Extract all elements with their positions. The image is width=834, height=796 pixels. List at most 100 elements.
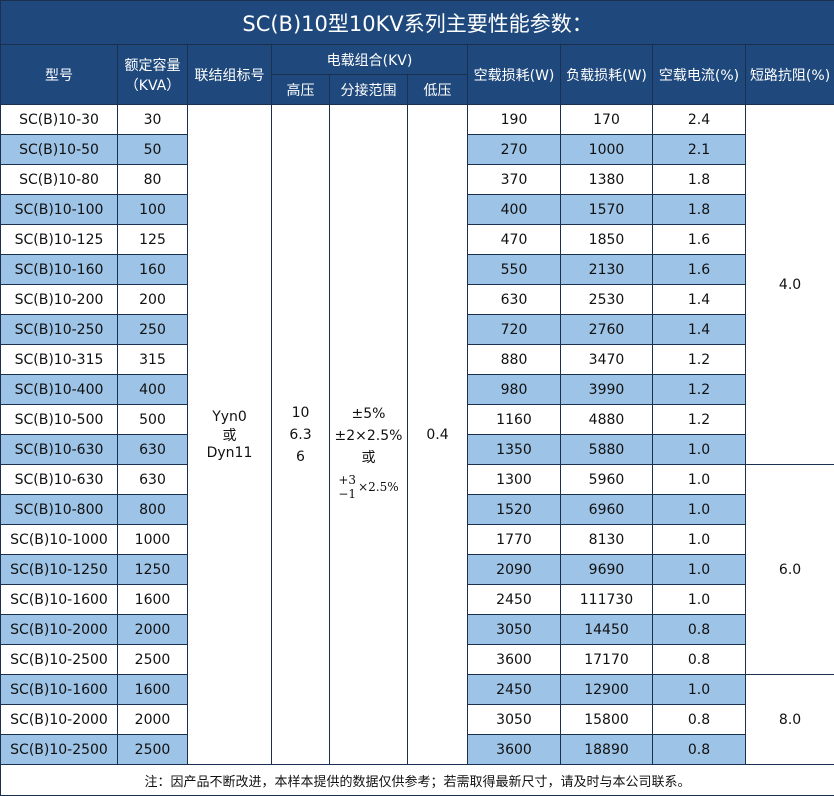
cell-model: SC(B)10-2000 bbox=[1, 615, 118, 645]
cell-capacity: 100 bbox=[118, 195, 188, 225]
cell-model: SC(B)10-2500 bbox=[1, 735, 118, 765]
cell-capacity: 50 bbox=[118, 135, 188, 165]
cell-model: SC(B)10-1250 bbox=[1, 555, 118, 585]
cell-load-loss: 15800 bbox=[561, 705, 653, 735]
cell-model: SC(B)10-400 bbox=[1, 375, 118, 405]
cell-noload-current: 1.0 bbox=[653, 675, 746, 705]
cell-noload-loss: 270 bbox=[468, 135, 561, 165]
cell-capacity: 500 bbox=[118, 405, 188, 435]
cell-noload-current: 1.8 bbox=[653, 165, 746, 195]
cell-capacity: 160 bbox=[118, 255, 188, 285]
cell-noload-current: 2.4 bbox=[653, 105, 746, 135]
cell-model: SC(B)10-250 bbox=[1, 315, 118, 345]
cell-capacity: 800 bbox=[118, 495, 188, 525]
cell-capacity: 1250 bbox=[118, 555, 188, 585]
header-impedance: 短路抗阻(%) bbox=[746, 45, 834, 105]
cell-load-loss: 2760 bbox=[561, 315, 653, 345]
header-tap: 分接范围 bbox=[330, 75, 408, 105]
cell-noload-current: 0.8 bbox=[653, 645, 746, 675]
cell-capacity: 2500 bbox=[118, 645, 188, 675]
cell-noload-current: 1.4 bbox=[653, 315, 746, 345]
cell-load-loss: 1570 bbox=[561, 195, 653, 225]
cell-noload-loss: 2450 bbox=[468, 585, 561, 615]
cell-noload-loss: 880 bbox=[468, 345, 561, 375]
cell-noload-loss: 190 bbox=[468, 105, 561, 135]
table-title: SC(B)10型10KV系列主要性能参数： bbox=[1, 1, 834, 45]
cell-capacity: 630 bbox=[118, 435, 188, 465]
cell-load-loss: 5880 bbox=[561, 435, 653, 465]
cell-noload-current: 1.6 bbox=[653, 255, 746, 285]
cell-load-loss: 12900 bbox=[561, 675, 653, 705]
cell-model: SC(B)10-200 bbox=[1, 285, 118, 315]
cell-noload-current: 1.6 bbox=[653, 225, 746, 255]
cell-model: SC(B)10-30 bbox=[1, 105, 118, 135]
cell-load-loss: 1850 bbox=[561, 225, 653, 255]
cell-noload-current: 0.8 bbox=[653, 615, 746, 645]
cell-noload-current: 1.8 bbox=[653, 195, 746, 225]
cell-load-loss: 9690 bbox=[561, 555, 653, 585]
cell-load-loss: 17170 bbox=[561, 645, 653, 675]
cell-noload-loss: 3600 bbox=[468, 735, 561, 765]
cell-capacity: 400 bbox=[118, 375, 188, 405]
cell-noload-loss: 2450 bbox=[468, 675, 561, 705]
cell-capacity: 2500 bbox=[118, 735, 188, 765]
cell-noload-current: 1.0 bbox=[653, 585, 746, 615]
cell-model: SC(B)10-2500 bbox=[1, 645, 118, 675]
footer-note: 注：因产品不断改进，本样本提供的数据仅供参考；若需取得最新尺寸，请及时与本公司联… bbox=[1, 765, 834, 796]
cell-capacity: 250 bbox=[118, 315, 188, 345]
cell-model: SC(B)10-125 bbox=[1, 225, 118, 255]
cell-capacity: 2000 bbox=[118, 615, 188, 645]
header-vector: 联结组标号 bbox=[188, 45, 272, 105]
cell-model: SC(B)10-630 bbox=[1, 465, 118, 495]
cell-load-loss: 18890 bbox=[561, 735, 653, 765]
cell-noload-loss: 3050 bbox=[468, 705, 561, 735]
cell-model: SC(B)10-100 bbox=[1, 195, 118, 225]
cell-noload-loss: 3050 bbox=[468, 615, 561, 645]
cell-noload-loss: 400 bbox=[468, 195, 561, 225]
cell-noload-loss: 470 bbox=[468, 225, 561, 255]
cell-noload-current: 1.2 bbox=[653, 405, 746, 435]
cell-model: SC(B)10-50 bbox=[1, 135, 118, 165]
cell-load-loss: 5960 bbox=[561, 465, 653, 495]
cell-model: SC(B)10-630 bbox=[1, 435, 118, 465]
cell-noload-loss: 720 bbox=[468, 315, 561, 345]
cell-load-loss: 2530 bbox=[561, 285, 653, 315]
cell-noload-loss: 1160 bbox=[468, 405, 561, 435]
header-noload-current: 空载电流(%) bbox=[653, 45, 746, 105]
cell-load-loss: 111730 bbox=[561, 585, 653, 615]
header-noload-loss: 空载损耗(W) bbox=[468, 45, 561, 105]
cell-noload-current: 1.4 bbox=[653, 285, 746, 315]
cell-load-loss: 8130 bbox=[561, 525, 653, 555]
cell-noload-loss: 1350 bbox=[468, 435, 561, 465]
cell-model: SC(B)10-1600 bbox=[1, 585, 118, 615]
cell-model: SC(B)10-315 bbox=[1, 345, 118, 375]
cell-noload-loss: 2090 bbox=[468, 555, 561, 585]
cell-noload-current: 0.8 bbox=[653, 705, 746, 735]
cell-impedance: 4.0 bbox=[746, 105, 834, 465]
cell-model: SC(B)10-800 bbox=[1, 495, 118, 525]
cell-noload-current: 1.0 bbox=[653, 555, 746, 585]
cell-load-loss: 3470 bbox=[561, 345, 653, 375]
cell-noload-current: 0.8 bbox=[653, 735, 746, 765]
cell-noload-loss: 630 bbox=[468, 285, 561, 315]
cell-model: SC(B)10-500 bbox=[1, 405, 118, 435]
cell-capacity: 1600 bbox=[118, 675, 188, 705]
cell-noload-current: 2.1 bbox=[653, 135, 746, 165]
cell-load-loss: 170 bbox=[561, 105, 653, 135]
cell-noload-loss: 1300 bbox=[468, 465, 561, 495]
header-voltage: 电载组合(KV) bbox=[272, 45, 468, 75]
cell-capacity: 2000 bbox=[118, 705, 188, 735]
header-hv: 高压 bbox=[272, 75, 330, 105]
cell-load-loss: 3990 bbox=[561, 375, 653, 405]
cell-capacity: 30 bbox=[118, 105, 188, 135]
cell-model: SC(B)10-1600 bbox=[1, 675, 118, 705]
cell-model: SC(B)10-1000 bbox=[1, 525, 118, 555]
header-capacity: 额定容量（KVA） bbox=[118, 45, 188, 105]
cell-noload-current: 1.2 bbox=[653, 345, 746, 375]
cell-capacity: 1600 bbox=[118, 585, 188, 615]
cell-noload-loss: 1770 bbox=[468, 525, 561, 555]
